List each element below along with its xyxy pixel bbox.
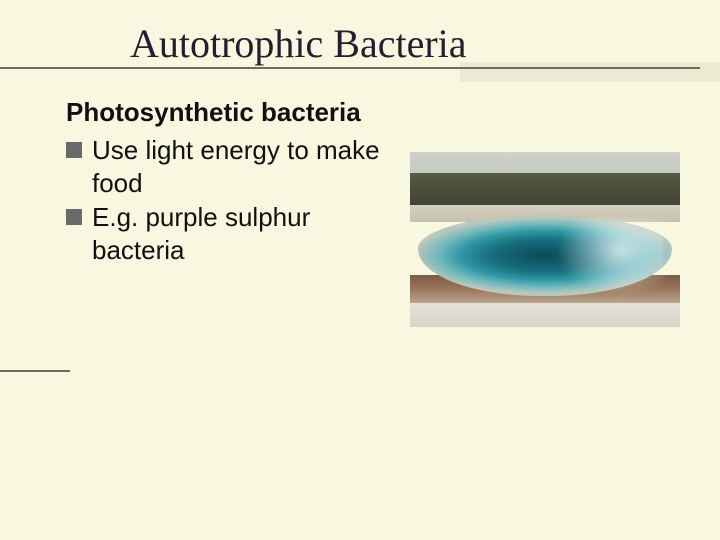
square-bullet-icon	[66, 209, 82, 225]
square-bullet-icon	[66, 142, 82, 158]
slide: Autotrophic Bacteria Photosynthetic bact…	[0, 0, 720, 540]
bullet-item: Use light energy to make food	[66, 134, 380, 199]
text-column: Photosynthetic bacteria Use light energy…	[60, 97, 380, 268]
photo-foreground	[410, 303, 680, 328]
slide-title: Autotrophic Bacteria	[130, 20, 660, 67]
bullet-text: Use light energy to make food	[92, 134, 380, 199]
bullet-text: E.g. purple sulphur bacteria	[92, 201, 380, 266]
photo-steam	[556, 219, 664, 298]
bullet-item: E.g. purple sulphur bacteria	[66, 201, 380, 266]
hot-spring-photo	[410, 152, 680, 327]
content-row: Photosynthetic bacteria Use light energy…	[60, 97, 680, 327]
left-accent-rule	[0, 370, 70, 372]
title-area: Autotrophic Bacteria	[130, 20, 660, 67]
section-heading: Photosynthetic bacteria	[66, 97, 380, 128]
title-underline	[0, 67, 700, 69]
image-column	[410, 152, 680, 327]
